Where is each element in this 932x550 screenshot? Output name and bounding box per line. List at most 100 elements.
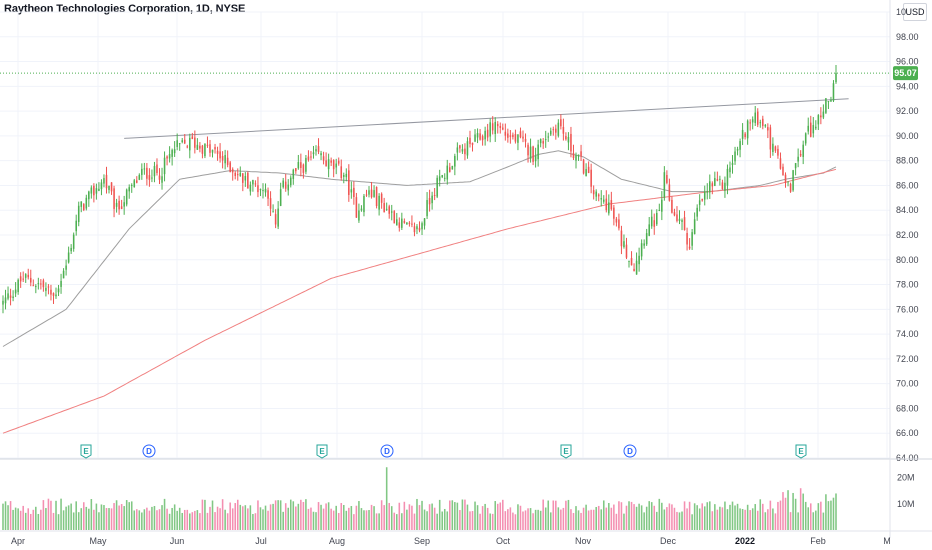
candle-body [231, 169, 234, 173]
volume-bar [277, 500, 279, 530]
volume-bar [595, 506, 597, 530]
candle-body [709, 181, 711, 193]
volume-bar [47, 498, 50, 530]
y-tick-label: 10 [896, 7, 906, 17]
candle-body [310, 156, 312, 158]
volume-bar [50, 500, 52, 530]
volume-bar [585, 504, 587, 530]
candle-body [633, 268, 635, 272]
volume-bar [353, 514, 355, 530]
candle-body [375, 187, 378, 206]
candle-body [209, 144, 211, 153]
candle-body [789, 183, 792, 192]
volume-bar [668, 503, 671, 530]
candle-body [211, 149, 214, 153]
candle-body [57, 288, 60, 293]
candle-body [249, 184, 252, 192]
volume-bar [671, 504, 673, 530]
candle-body [570, 133, 572, 152]
volume-bar [398, 502, 401, 530]
candle-body [597, 194, 600, 197]
volume-bar [524, 510, 527, 530]
candle-body [373, 190, 375, 197]
candle-body [638, 255, 640, 265]
candle-body [353, 187, 355, 197]
volume-bar [282, 511, 284, 530]
volume-bar [522, 511, 524, 530]
candle-body [590, 169, 592, 187]
candle-body [696, 207, 698, 217]
candle-body [731, 162, 734, 166]
volume-bar [812, 512, 815, 530]
candle-body [300, 162, 302, 168]
volume-bar [623, 513, 625, 530]
volume-bar [143, 509, 146, 530]
x-tick-label: M [883, 536, 891, 546]
candle-body [522, 136, 524, 139]
candle-body [411, 223, 413, 225]
volume-bar [267, 510, 269, 530]
candle-body [686, 232, 688, 245]
candle-body [698, 200, 701, 205]
candle-body [547, 136, 550, 138]
volume-bar [620, 502, 623, 530]
candle-body [98, 188, 100, 191]
x-tick-label: Dec [660, 536, 677, 546]
candle-body [676, 214, 678, 221]
candle-body [623, 241, 625, 248]
candle-body [585, 169, 587, 177]
candle-body [464, 148, 466, 155]
volume-bar [835, 493, 837, 530]
candle-body [471, 142, 474, 145]
volume-bar [509, 507, 512, 530]
volume-bar [161, 505, 163, 530]
volume-bar [77, 512, 80, 530]
dividend-badge [623, 444, 637, 458]
volume-bar [130, 501, 133, 530]
volume-bar [120, 504, 123, 530]
volume-bar [764, 512, 767, 530]
candle-body [825, 98, 827, 113]
volume-bar [756, 510, 759, 530]
candle-body [827, 101, 830, 103]
volume-bar [640, 505, 643, 530]
volume-bar [148, 510, 151, 530]
candle-body [582, 159, 585, 174]
volume-bar [115, 500, 118, 530]
candle-body [115, 202, 118, 207]
volume-bar [608, 502, 610, 530]
volume-bar [168, 513, 171, 530]
volume-bar [7, 505, 9, 530]
earnings-badge [316, 444, 328, 459]
x-tick-label: Nov [575, 536, 592, 546]
volume-bar [262, 509, 264, 530]
candle-body [562, 126, 565, 134]
volume-bar [825, 494, 827, 530]
candle-body [383, 203, 385, 213]
x-tick-label: Apr [11, 536, 25, 546]
candle-body [762, 118, 764, 126]
candle-body [302, 164, 305, 173]
candle-body [189, 137, 191, 151]
candle-body [476, 133, 479, 138]
volume-bar [57, 514, 60, 530]
candle-body [7, 293, 9, 299]
volume-bar [388, 502, 390, 530]
volume-bar [580, 512, 582, 530]
candle-body [12, 296, 14, 299]
volume-tick-label: 10M [897, 499, 915, 509]
candle-body [655, 212, 658, 225]
volume-bar [411, 505, 413, 530]
candle-body [50, 289, 52, 295]
volume-bar [123, 506, 125, 530]
currency-badge[interactable]: USD [903, 3, 927, 21]
volume-bar [423, 509, 426, 530]
volume-bar [734, 505, 736, 530]
candle-body [726, 168, 729, 186]
volume-bar [37, 513, 40, 530]
volume-bar [433, 507, 436, 530]
volume-bar [605, 507, 608, 530]
candle-body [481, 136, 484, 141]
volume-bar [512, 512, 514, 530]
